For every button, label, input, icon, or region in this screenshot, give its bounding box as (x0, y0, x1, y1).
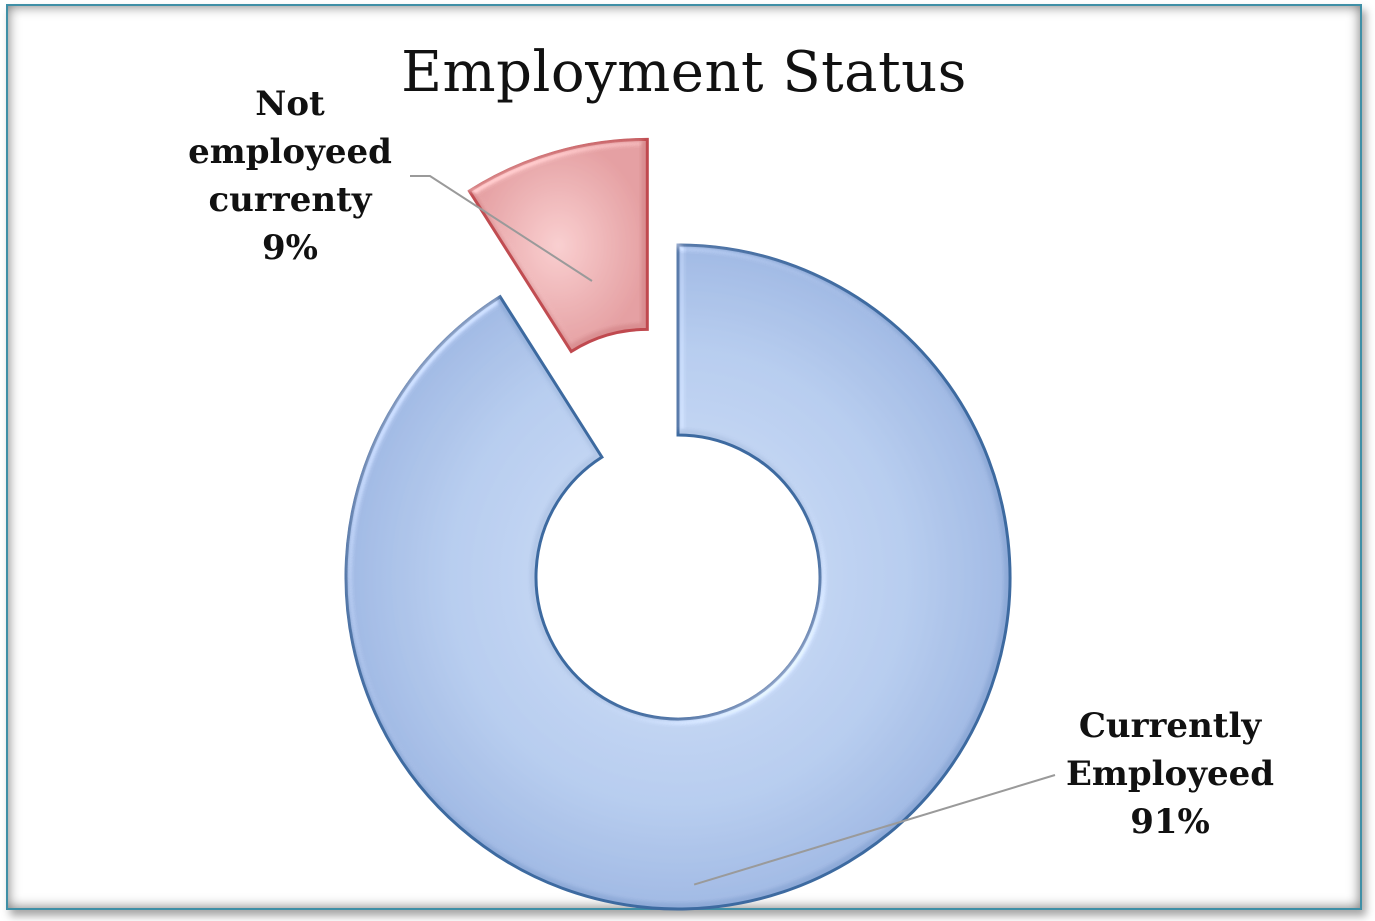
chart-title-text: Employment Status (401, 40, 967, 105)
slice-label-line: Not (255, 84, 325, 124)
slice-label-line: currenty (208, 180, 372, 220)
chart-title: Employment Status (0, 40, 1368, 105)
slice-label-line: Currently (1078, 706, 1262, 746)
slice-value-label: 9% (262, 228, 318, 268)
slice-not-employed (467, 137, 649, 354)
slice-label-line: Employeed (1065, 754, 1275, 794)
slice-value-label: 91% (1130, 802, 1210, 842)
slice-currently-employed (344, 243, 1012, 911)
slice-label-line: employeed (188, 132, 392, 172)
leader-line-currently-employed (693, 774, 1056, 886)
leader-line-not-employed (410, 175, 593, 282)
slice-label-currently-employed: Currently Employeed 91% (1040, 702, 1300, 846)
slice-label-not-employed: Not employeed currenty 9% (160, 80, 420, 272)
